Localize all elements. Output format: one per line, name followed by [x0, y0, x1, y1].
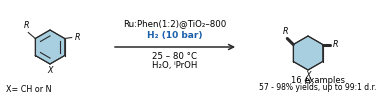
Text: R: R	[333, 40, 338, 49]
Text: H₂ (10 bar): H₂ (10 bar)	[147, 31, 203, 40]
Text: 57 - 98% yields, up to 99:1 d.r.: 57 - 98% yields, up to 99:1 d.r.	[259, 83, 377, 92]
Text: H₂O, ⁱPrOH: H₂O, ⁱPrOH	[152, 61, 198, 70]
Text: Ru:Phen(1:2)@TiO₂–800: Ru:Phen(1:2)@TiO₂–800	[123, 19, 227, 28]
Text: H: H	[305, 77, 311, 86]
Text: X: X	[305, 71, 311, 80]
Text: X: X	[47, 66, 53, 75]
Text: 25 – 80 °C: 25 – 80 °C	[152, 52, 197, 61]
Text: R: R	[23, 20, 29, 30]
Text: R: R	[282, 27, 288, 36]
Polygon shape	[35, 30, 65, 64]
Text: 16 examples: 16 examples	[291, 76, 345, 85]
Text: X= CH or N: X= CH or N	[6, 85, 51, 94]
Polygon shape	[293, 36, 323, 70]
Text: R: R	[75, 33, 80, 42]
